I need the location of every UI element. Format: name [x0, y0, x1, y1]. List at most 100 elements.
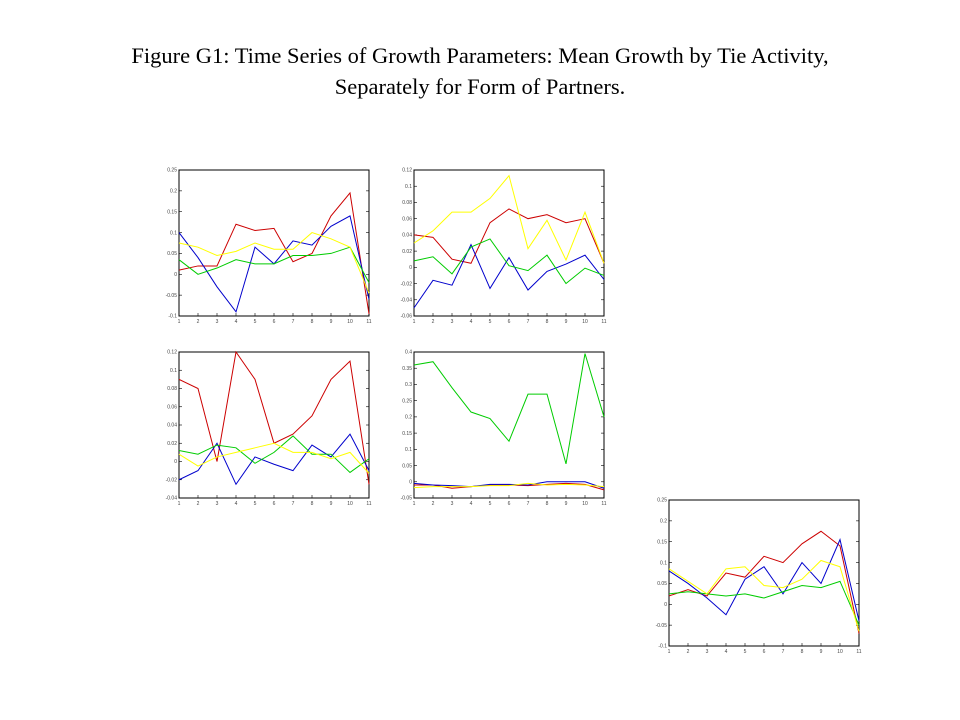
panel-3-x-tick-label: 10 [347, 501, 353, 507]
panel-3-y-tick-label: -0.04 [166, 496, 178, 502]
panel-1-plot-frame [178, 169, 370, 317]
panel-5-x-tick-label: 10 [837, 649, 843, 655]
panel-4-y-tick-label: 0.35 [402, 366, 412, 372]
panel-2-x-tick-label: 1 [413, 319, 416, 325]
panel-4-y-tick-label: 0.05 [402, 463, 412, 469]
panel-1-y-tick-label: 0.15 [167, 209, 177, 215]
panel-2-y-tick-label: -0.04 [401, 297, 413, 303]
panel-5-y-tick-label: 0.05 [657, 581, 667, 587]
figure-title: Figure G1: Time Series of Growth Paramet… [0, 40, 960, 102]
panel-2-y-tick-label: 0.02 [402, 249, 412, 255]
panel-3-x-tick-label: 6 [273, 501, 276, 507]
panel-5-x-tick-label: 3 [706, 649, 709, 655]
panel-2-y-tick-label: 0.04 [402, 233, 412, 239]
panel-3-y-tick-label: -0.02 [166, 477, 178, 483]
panel-5-y-tick-label: 0.1 [660, 560, 667, 566]
panel-4-x-tick-label: 9 [565, 501, 568, 507]
panel-4-x-tick-label: 7 [527, 501, 530, 507]
panel-2-x-tick-label: 8 [546, 319, 549, 325]
panel-5-x-tick-label: 9 [820, 649, 823, 655]
panel-4-y-tick-label: 0.15 [402, 431, 412, 437]
panel-3-y-tick-label: 0.02 [167, 441, 177, 447]
panel-2-y-tick-label: 0.06 [402, 216, 412, 222]
panel-2-yellow-line [413, 174, 605, 264]
panel-5-plot-frame [668, 499, 860, 647]
panel-1-y-tick-label: -0.1 [168, 314, 177, 320]
panel-3-x-tick-label: 2 [197, 501, 200, 507]
panel-2-x-tick-label: 4 [470, 319, 473, 325]
panel-1-x-tick-label: 7 [292, 319, 295, 325]
panel-2-x-tick-label: 11 [601, 319, 606, 325]
panel-5-x-tick-label: 7 [782, 649, 785, 655]
panel-2-x-tick-label: 5 [489, 319, 492, 325]
panel-2-x-tick-label: 6 [508, 319, 511, 325]
panel-4-blue-line [413, 481, 605, 489]
panel-4-y-tick-label: 0.3 [405, 382, 412, 388]
panel-1-x-tick-label: 3 [216, 319, 219, 325]
panel-4-y-tick-label: -0.05 [401, 496, 413, 502]
panel-4-x-tick-label: 2 [432, 501, 435, 507]
panel-2-x-tick-label: 2 [432, 319, 435, 325]
panel-4-x-tick-label: 3 [451, 501, 454, 507]
panel-3-blue-line [178, 433, 370, 486]
panel-3-y-tick-label: 0 [174, 459, 177, 465]
panel-2-y-tick-label: 0 [409, 265, 412, 271]
panel-3-y-tick-label: 0.04 [167, 423, 177, 429]
panel-1-y-tick-label: 0.1 [170, 230, 177, 236]
panel-2-y-tick-label: 0.1 [405, 184, 412, 190]
panel-2-x-tick-label: 10 [582, 319, 588, 325]
panel-2-x-tick-label: 3 [451, 319, 454, 325]
panel-1-x-tick-label: 4 [235, 319, 238, 325]
panel-5-y-tick-label: 0 [664, 602, 667, 608]
panel-4-x-tick-label: 5 [489, 501, 492, 507]
panel-4-green-line [413, 353, 605, 465]
panel-5-red-line [668, 530, 860, 634]
panel-3-y-tick-label: 0.06 [167, 404, 177, 410]
panel-3-chart: -0.04 -0.02 0 0.02 0.04 0.06 0.08 0.1 0.12 1 2 3 4 5 6… [166, 350, 372, 507]
panel-2-plot-frame [413, 169, 605, 317]
figure-title-line-1: Figure G1: Time Series of Growth Paramet… [131, 43, 829, 68]
panel-1-green-line [178, 246, 370, 283]
panel-4-chart: -0.05 0 0.05 0.1 0.15 0.2 0.25 0.3 0.35 0.4 1 2 3 4 5 6… [401, 350, 607, 507]
panel-2-chart: -0.06 -0.04 -0.02 0 0.02 0.04 0.06 0.08 0.1 0.12 1… [401, 168, 607, 325]
panel-1-x-tick-label: 11 [366, 319, 371, 325]
panel-5-y-tick-label: 0.15 [657, 539, 667, 545]
panel-1-y-tick-label: 0 [174, 272, 177, 278]
panel-1-x-tick-label: 10 [347, 319, 353, 325]
panel-5-y-tick-label: 0.25 [657, 498, 667, 504]
panel-5-x-tick-label: 2 [687, 649, 690, 655]
panel-4-x-tick-label: 11 [601, 501, 606, 507]
panel-1-chart: -0.1 -0.05 0 0.05 0.1 0.15 0.2 0.25 1 2 3 4 5 6 7 8 9 10 1… [166, 168, 372, 325]
panel-3-x-tick-label: 3 [216, 501, 219, 507]
panel-5-y-tick-label: -0.05 [656, 623, 668, 629]
panel-3-x-tick-label: 9 [330, 501, 333, 507]
panel-4-x-tick-label: 6 [508, 501, 511, 507]
panel-4-yellow-line [413, 482, 605, 489]
figure-title-line-2: Separately for Form of Partners. [334, 74, 626, 99]
panel-4-x-tick-label: 4 [470, 501, 473, 507]
panel-5-x-tick-label: 5 [744, 649, 747, 655]
panel-2-x-tick-label: 9 [565, 319, 568, 325]
panel-4-y-tick-label: 0 [409, 479, 412, 485]
panel-1-x-tick-label: 6 [273, 319, 276, 325]
panel-2-y-tick-label: 0.08 [402, 200, 412, 206]
panel-2-red-line [413, 208, 605, 264]
panel-1-yellow-line [178, 232, 370, 294]
panel-2-y-tick-label: 0.12 [402, 168, 412, 174]
panel-5-y-tick-label: 0.2 [660, 519, 667, 525]
panel-5-green-line [668, 580, 860, 626]
panel-4-y-tick-label: 0.1 [405, 447, 412, 453]
panel-3-y-tick-label: 0.12 [167, 350, 177, 356]
panel-1-y-tick-label: 0.25 [167, 168, 177, 174]
panel-4-red-line [414, 482, 605, 491]
panel-3-x-tick-label: 4 [235, 501, 238, 507]
panel-2-y-tick-label: -0.02 [401, 281, 413, 287]
panel-2-x-tick-label: 7 [527, 319, 530, 325]
panel-4-x-tick-label: 1 [413, 501, 416, 507]
panel-3-x-tick-label: 1 [178, 501, 181, 507]
panel-5-x-tick-label: 4 [725, 649, 728, 655]
panel-3-y-tick-label: 0.1 [170, 368, 177, 374]
panel-3-yellow-line [178, 442, 370, 474]
panel-1-y-tick-label: 0.2 [170, 189, 177, 195]
panel-1-y-tick-label: -0.05 [166, 293, 178, 299]
